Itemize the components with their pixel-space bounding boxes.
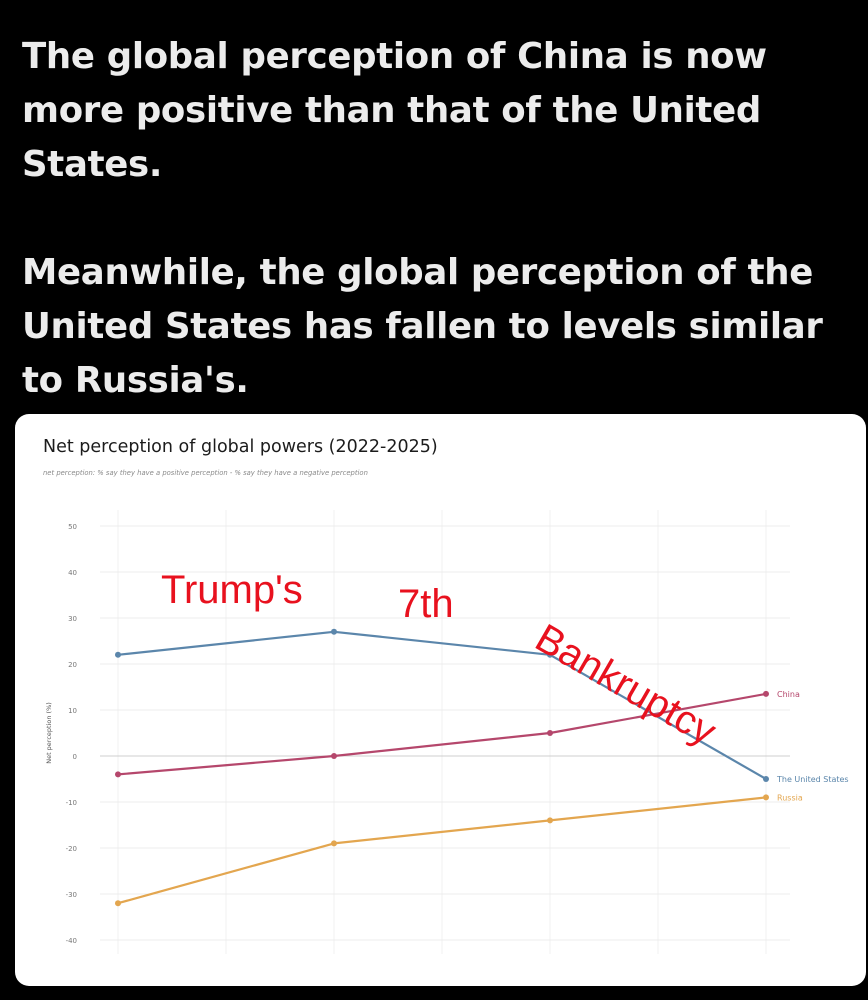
post-paragraph-1: The global perception of China is now mo…: [22, 36, 767, 185]
series-label-russia: Russia: [777, 793, 803, 802]
data-point-the-united-states: [763, 776, 769, 782]
series-line-russia: [117, 796, 767, 905]
y-tick-label: 0: [73, 753, 77, 761]
series-label-the-united-states: The United States: [776, 775, 849, 784]
data-point-china: [547, 730, 553, 736]
data-point-russia: [763, 794, 769, 801]
series-line-china: [117, 692, 767, 776]
y-tick-label: 20: [68, 661, 77, 669]
data-point-russia: [547, 817, 553, 824]
data-point-the-united-states: [547, 651, 553, 658]
series-label-china: China: [777, 690, 800, 699]
y-tick-label: 10: [68, 707, 77, 715]
chart-title: Net perception of global powers (2022-20…: [43, 437, 438, 457]
data-point-china: [763, 690, 769, 697]
y-axis-label: Net perception (%): [45, 702, 53, 764]
annotation-7th: 7th: [398, 582, 454, 626]
post-text: The global perception of China is now mo…: [22, 30, 857, 408]
y-tick-label: 40: [68, 569, 77, 577]
data-point-russia: [331, 840, 337, 847]
line-chart: 50 40 30 20 10 0 -10 -20 -30 -40 Net perception (%…: [45, 510, 849, 954]
post-paragraph-2: Meanwhile, the global perception of the …: [22, 252, 823, 401]
y-tick-label: -30: [66, 891, 77, 899]
data-point-russia: [115, 900, 121, 907]
chart-card: Net perception of global powers (2022-20…: [15, 414, 866, 986]
y-tick-label: 30: [68, 615, 77, 623]
y-tick-label: 50: [68, 523, 77, 531]
data-point-china: [115, 771, 121, 778]
series-line-the-united-states: [117, 630, 767, 780]
y-tick-label: -20: [66, 845, 77, 853]
y-tick-label: -10: [66, 799, 77, 807]
data-point-china: [331, 753, 337, 759]
annotation-trumps: Trump's: [161, 568, 303, 612]
data-point-the-united-states: [115, 651, 121, 658]
chart-subtitle: net perception: % say they have a positi…: [43, 469, 368, 477]
y-tick-label: -40: [66, 937, 77, 945]
data-point-the-united-states: [331, 628, 337, 635]
